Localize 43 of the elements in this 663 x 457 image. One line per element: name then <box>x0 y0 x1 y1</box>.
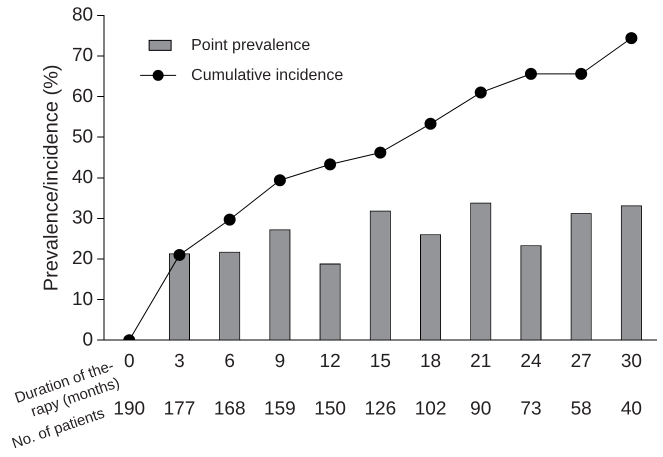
y-tick-label: 50 <box>72 126 94 148</box>
point <box>424 118 437 130</box>
y-tick-label: 10 <box>72 288 94 310</box>
text: 159 <box>264 398 296 420</box>
x-tick-label: 21 <box>470 350 492 372</box>
text: 102 <box>414 398 446 420</box>
x-tick-label: 24 <box>520 350 542 372</box>
x-tick-label: 15 <box>370 350 391 372</box>
point <box>474 86 487 99</box>
y-tick-label: 20 <box>72 248 94 270</box>
point <box>274 174 286 186</box>
y-tick-label: 30 <box>72 208 94 229</box>
text: 177 <box>164 398 196 420</box>
legend-label: Cumulative incidence <box>191 66 344 84</box>
point <box>374 146 386 159</box>
point <box>625 32 638 44</box>
text: 168 <box>214 398 246 420</box>
x-tick-label: 9 <box>274 350 286 372</box>
x-tick-label: 3 <box>174 350 185 372</box>
y-tick-label: 80 <box>72 4 94 26</box>
point <box>575 68 588 80</box>
y-tick-label: 70 <box>72 45 94 66</box>
text: 73 <box>520 398 542 420</box>
x-tick-label: 6 <box>224 350 235 372</box>
legend-label: Point prevalence <box>191 36 310 54</box>
text: 90 <box>470 398 492 420</box>
y-tick-label: 0 <box>82 329 94 350</box>
x-tick-label: 27 <box>570 350 592 372</box>
y-tick-label: 60 <box>72 86 94 107</box>
text: 58 <box>570 398 592 420</box>
point <box>224 214 236 226</box>
point <box>173 248 186 261</box>
y-tick-label: 40 <box>72 167 94 188</box>
x-tick-label: 30 <box>620 350 642 372</box>
x-tick-label: 12 <box>320 350 341 372</box>
x-tick-label: 0 <box>124 350 135 372</box>
text: 40 <box>620 398 642 420</box>
text: 126 <box>364 398 396 420</box>
y-axis-title: Prevalence/incidence (%) <box>40 64 63 292</box>
x-tick-label: 18 <box>420 350 442 372</box>
text: 150 <box>314 398 346 420</box>
point <box>524 68 537 80</box>
point <box>324 158 336 170</box>
